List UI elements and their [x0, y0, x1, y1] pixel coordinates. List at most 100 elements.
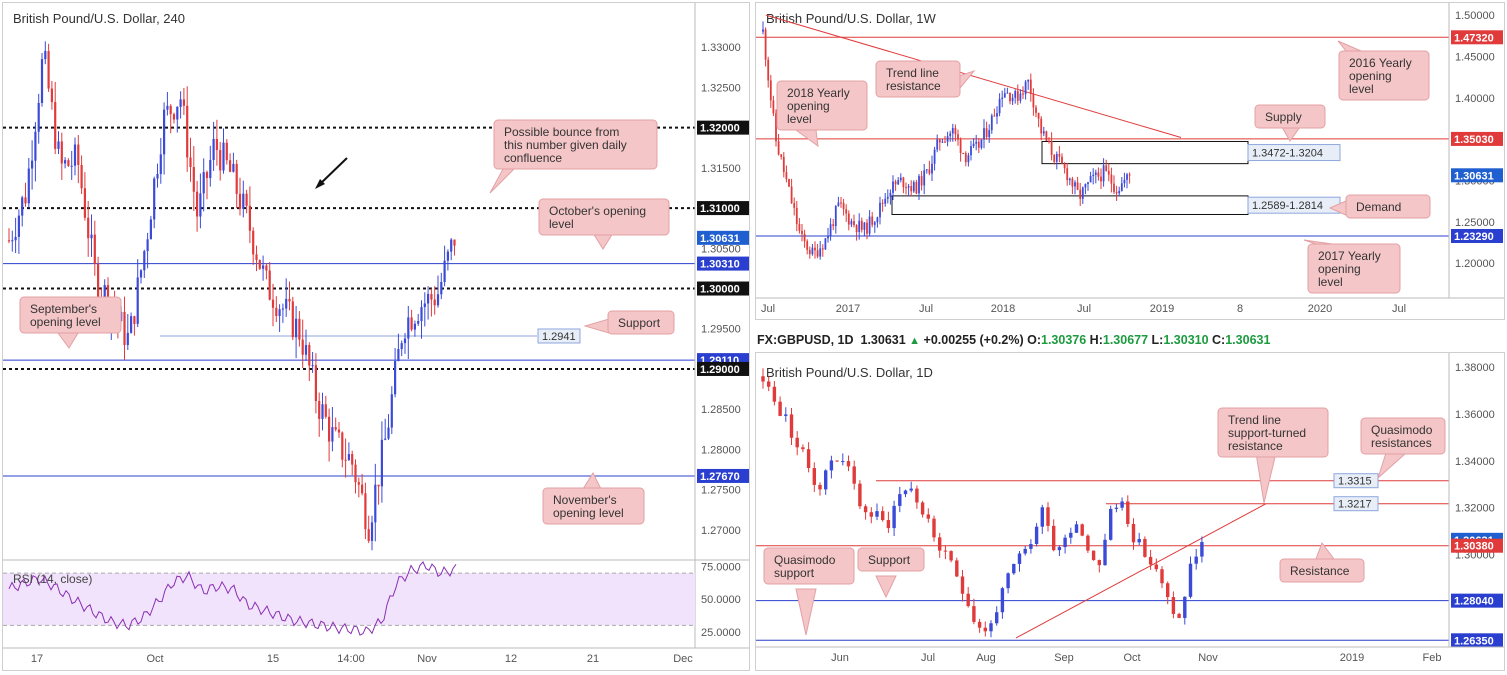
candle-body	[446, 251, 449, 261]
candle-body	[949, 133, 952, 137]
candle-body	[1012, 563, 1016, 574]
candle-body	[97, 263, 100, 297]
candle-body	[923, 170, 926, 186]
chart-panel-daily[interactable]: British Pound/U.S. Dollar, 1D 1.38000 1.36…	[755, 352, 1505, 671]
chart-weekly-svg: British Pound/U.S. Dollar, 1W 1.3472-1.32…	[756, 3, 1504, 315]
candle-body	[357, 482, 360, 485]
candle-body	[993, 115, 996, 117]
price-label-bg	[697, 361, 749, 376]
candle-body	[1032, 93, 1035, 108]
candle-body	[453, 239, 456, 246]
y-tick-label: 1.28500	[701, 404, 741, 416]
candle-body	[905, 187, 907, 189]
candle-body	[955, 560, 959, 577]
candle-body	[850, 221, 853, 225]
candle-body	[933, 149, 936, 164]
candle-body	[331, 427, 334, 442]
candle-body	[784, 414, 788, 416]
candle-body	[24, 197, 27, 204]
candle-body	[964, 153, 967, 163]
price-label: 1.35030	[1454, 134, 1494, 146]
price-label: 1.32000	[700, 123, 740, 135]
candle-body	[886, 520, 891, 529]
y-tick-label: 1.34000	[1455, 456, 1495, 468]
candle-body	[834, 205, 837, 227]
arrow-icon	[318, 157, 348, 186]
candle-body	[1069, 532, 1073, 538]
candle-body	[775, 113, 777, 142]
candle-body	[1074, 524, 1079, 533]
candle-body	[926, 514, 930, 519]
candle-body	[133, 316, 136, 324]
candle-body	[209, 159, 212, 179]
candle-body	[995, 612, 999, 624]
zone-label-bg	[1247, 144, 1341, 162]
candle-body	[83, 188, 86, 218]
candle-body	[928, 169, 931, 174]
candle-body	[31, 160, 34, 169]
candle-body	[1080, 524, 1084, 536]
price-label: 1.47320	[1454, 32, 1494, 44]
y-tick-label: 1.50000	[1455, 10, 1495, 22]
candle-body	[910, 186, 913, 192]
candle-body	[199, 193, 202, 217]
candle-body	[1063, 537, 1067, 548]
x-tick-label: Jun	[831, 652, 849, 664]
candle-body	[1046, 507, 1050, 526]
candle-body	[777, 141, 780, 155]
candle-body	[954, 127, 957, 135]
candle-body	[881, 511, 885, 521]
candle-body	[788, 179, 790, 187]
candle-body	[1200, 542, 1204, 557]
candle-body	[798, 224, 801, 231]
chart-panel-weekly[interactable]: British Pound/U.S. Dollar, 1W 1.3472-1.32…	[755, 2, 1505, 320]
x-tick-label: Oct	[1123, 652, 1140, 664]
candle-body	[983, 128, 985, 140]
candle-body	[337, 429, 341, 433]
candle-body	[380, 439, 383, 487]
candle-body	[1097, 560, 1101, 566]
price-label-bg	[697, 281, 749, 296]
candle-body	[262, 265, 265, 269]
bounce-callout-text: this number given daily	[504, 138, 627, 152]
candle-body	[1027, 79, 1030, 82]
september-callout-pointer	[57, 332, 79, 349]
candle-body	[811, 247, 814, 255]
chart-panel-4h[interactable]: British Pound/U.S. Dollar, 240 1.33000 1.3…	[2, 2, 750, 671]
candle-body	[341, 432, 344, 460]
yearly-2017-callout-pointer	[1303, 239, 1333, 245]
candle-body	[182, 99, 185, 106]
support-tag-bg	[537, 328, 581, 344]
candle-body	[215, 138, 218, 151]
candle-body	[130, 316, 133, 333]
quasimodo-sup-callout-pointer	[795, 588, 817, 636]
candle-body	[918, 176, 920, 194]
candle-body	[430, 293, 433, 300]
candle-body	[248, 205, 251, 231]
candle-body	[907, 186, 910, 188]
candle-body	[951, 127, 954, 134]
october-callout-box	[538, 198, 670, 236]
chart-title: British Pound/U.S. Dollar, 1D	[766, 365, 933, 380]
candle-body	[789, 414, 794, 438]
candle-body	[855, 225, 858, 233]
rsi-tick-label: 25.0000	[701, 627, 741, 639]
candle-body	[977, 141, 980, 148]
candle-body	[1137, 538, 1141, 543]
candle-body	[40, 59, 44, 103]
candle-body	[156, 173, 159, 179]
candle-body	[1089, 176, 1092, 183]
candle-body	[806, 449, 811, 469]
candle-body	[824, 238, 827, 250]
support-callout-box	[607, 310, 675, 335]
y-tick-label: 1.33000	[701, 42, 741, 54]
candle-body	[970, 146, 972, 156]
quasimodo-sup-callout-box	[763, 547, 855, 585]
candle-body	[222, 142, 225, 171]
x-tick-label: 14:00	[337, 653, 365, 665]
candle-body	[400, 343, 403, 350]
candle-body	[14, 236, 17, 241]
x-tick-label: Dec	[673, 653, 693, 665]
candle-body	[384, 438, 387, 440]
candle-body	[780, 154, 783, 157]
